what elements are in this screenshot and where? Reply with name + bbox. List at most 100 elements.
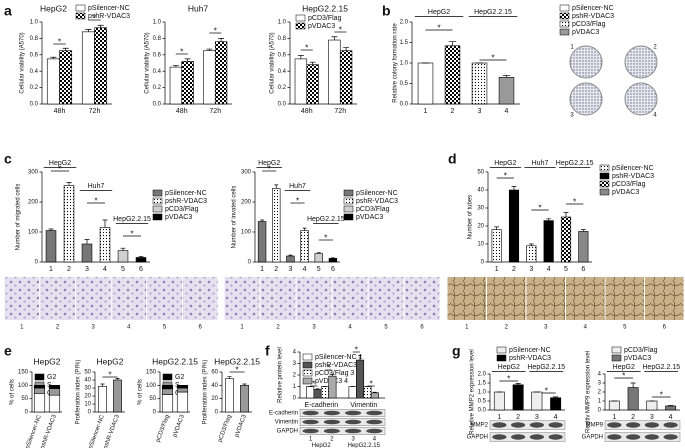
bar <box>508 189 520 263</box>
blot-band <box>626 434 641 440</box>
y-axis-label: Realtiv MMP9 expression level <box>586 351 592 433</box>
significance-label: * <box>305 42 309 52</box>
x-tick-label: 2 <box>516 414 520 421</box>
x-tick-label: 1 <box>260 266 264 273</box>
lane-number: 2 <box>330 437 334 443</box>
significance-label: * <box>327 362 331 372</box>
colony-number: 2 <box>653 45 657 51</box>
legend-swatch <box>559 12 570 20</box>
legend-swatch <box>343 189 354 197</box>
legend-swatch <box>599 180 610 188</box>
legend-swatch <box>295 14 306 22</box>
group-label: HepG2 <box>49 160 71 167</box>
y-tick-label: 300 <box>241 170 252 176</box>
y-tick-label: 1 <box>293 384 297 390</box>
group-label: HepG2 <box>428 9 450 16</box>
legend-label: pVDAC3 <box>308 23 335 30</box>
bar <box>444 45 461 105</box>
y-axis-label: Cellular viability (A570) <box>145 32 151 93</box>
blot-band <box>302 419 319 425</box>
lane-number: 4 <box>373 437 377 443</box>
legend-swatch <box>496 346 507 354</box>
x-tick-label: 4 <box>547 266 551 273</box>
bar <box>306 64 319 105</box>
legend-swatch <box>75 4 86 12</box>
image-number: 1 <box>465 325 469 331</box>
significance-label: * <box>108 369 112 379</box>
legend-label: G2 <box>47 374 56 381</box>
y-tick-label: 50 <box>149 396 156 402</box>
x-tick-label: 4 <box>554 414 558 421</box>
error-bar <box>309 61 316 65</box>
y-tick-label: 0 <box>25 410 29 416</box>
legend-swatch <box>611 346 622 354</box>
image-number: 4 <box>584 325 588 331</box>
bar <box>81 243 93 263</box>
micrograph <box>566 277 605 320</box>
legend-label: pVDAC3 <box>624 355 651 362</box>
y-tick-label: 20 <box>211 396 218 402</box>
micrograph <box>147 277 182 320</box>
legend-swatch <box>295 22 306 30</box>
legend-swatch <box>599 188 610 196</box>
x-tick-label: pshR-VDAC3 <box>40 414 58 448</box>
x-tick-label: 4 <box>303 266 307 273</box>
bar-segment <box>161 385 174 390</box>
error-bar <box>343 47 350 51</box>
bar <box>117 250 129 263</box>
x-tick-label: 48h <box>301 108 313 115</box>
legend-swatch <box>559 28 570 36</box>
bar <box>498 77 515 105</box>
legend-swatch <box>152 205 163 213</box>
error-bar <box>630 382 636 388</box>
panel-label: g <box>452 343 461 359</box>
y-tick-label: 100 <box>18 383 29 389</box>
bar <box>63 185 75 263</box>
chart-title: HepG2.2.15 <box>152 356 198 366</box>
y-tick-label: 2.0 <box>400 20 409 26</box>
significance-label: * <box>538 202 542 212</box>
y-axis-label: Proliferation index (PI%) <box>76 360 82 425</box>
y-axis-label: Proliferation index (PI%) <box>203 360 209 425</box>
error-bar <box>227 376 232 379</box>
legend-label: pCD3/Flag <box>624 347 658 354</box>
bar-segment <box>48 394 61 413</box>
chart-title: HepG2.2.15 <box>214 356 260 366</box>
error-bar <box>242 383 247 386</box>
y-tick-label: 1.0 <box>278 20 287 26</box>
colony-number: 1 <box>570 45 574 51</box>
lane-number: 3 <box>351 437 355 443</box>
x-tick-label: 1 <box>49 266 53 273</box>
bar <box>627 387 639 411</box>
x-tick-label: 5 <box>121 266 125 273</box>
significance-label: * <box>370 378 374 388</box>
x-tick-label: 48h <box>176 108 188 115</box>
error-bar <box>546 218 552 221</box>
bar <box>314 253 323 263</box>
x-tick-label: 6 <box>331 266 335 273</box>
legend-label: pSilencer-NC <box>572 5 614 12</box>
image-number: 6 <box>198 325 202 331</box>
chart-title: HepG2 <box>34 356 61 366</box>
significance-label: * <box>180 46 184 56</box>
y-tick-label: 0 <box>598 408 602 414</box>
lane-number: 1 <box>309 437 313 443</box>
legend-label: pCD3/Flag 3 <box>315 370 354 377</box>
legend-label: G2 <box>175 374 184 381</box>
group-label: HepG2.2.15 <box>642 364 680 371</box>
bar-segment <box>161 394 174 413</box>
x-tick-label: 4 <box>505 108 509 115</box>
bar <box>531 391 543 411</box>
bar <box>370 392 379 399</box>
y-tick-label: 0.2 <box>153 85 162 91</box>
error-bar <box>563 212 569 217</box>
legend-label: pSilencer-NC <box>612 165 654 172</box>
x-tick-label: pVDAC3 <box>172 414 186 439</box>
y-tick-label: 150 <box>18 370 29 376</box>
bar <box>59 50 73 105</box>
blot-row-label: GAPDH <box>582 435 603 441</box>
x-tick-label: 72h <box>334 108 346 115</box>
x-tick-label: pSilencer-NC <box>25 414 43 448</box>
image-number: 4 <box>348 325 352 331</box>
